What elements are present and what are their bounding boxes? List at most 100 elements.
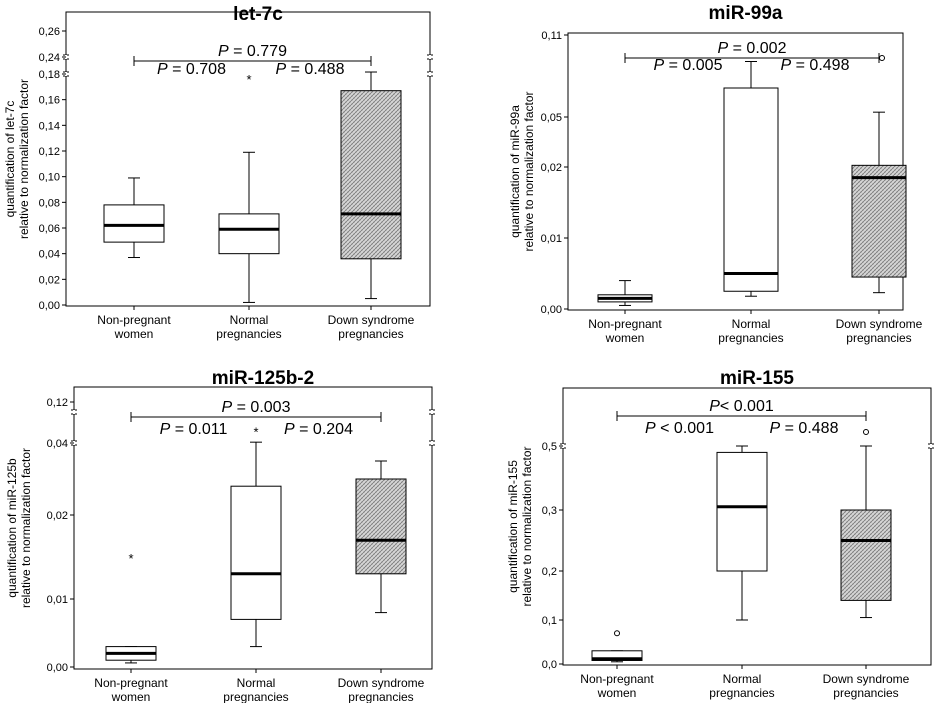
x-tick-label: Normal: [237, 676, 276, 690]
y-tick-label: 0,10: [39, 172, 60, 184]
y-tick-label: 0,04: [47, 438, 68, 450]
p-value-group2-vs-group3: P = 0.488: [770, 420, 839, 437]
y-tick-label: 0,02: [39, 274, 60, 286]
y-tick-label: 0,16: [39, 95, 60, 107]
x-tick-label: pregnancies: [338, 327, 403, 341]
chart-title: miR-99a: [709, 3, 783, 24]
y-tick-label: 0,12: [39, 146, 60, 158]
box-iqr: [355, 478, 407, 575]
y-tick-label: 0,00: [541, 304, 562, 316]
chart-mir-155: miR-155 0,0 0,1 0,2 0,3 0,5 quantification of …: [506, 368, 934, 700]
x-tick-label: Down syndrome: [823, 672, 910, 686]
box-group-3: [840, 445, 892, 619]
box-iqr: [103, 204, 165, 243]
y-tick-label: 0,11: [541, 30, 562, 42]
y-axis-label-line: relative to normalization factor: [520, 446, 534, 606]
box-iqr: [723, 87, 779, 292]
box-iqr: [591, 650, 643, 661]
y-tick-label: 0,02: [47, 510, 68, 522]
y-tick-label: 0,01: [541, 233, 562, 245]
panel-mir-99a: miR-99a 0,00 0,01 0,02 0,05 0,11 quantificatio…: [473, 0, 946, 352]
y-tick-label: 0,01: [47, 594, 68, 606]
x-tick-label: pregnancies: [348, 690, 413, 703]
box-group-2: [230, 441, 282, 648]
y-axis-label-line: quantification of let-7c: [3, 101, 17, 218]
box-iqr: [851, 164, 907, 278]
x-tick-label: pregnancies: [709, 686, 774, 700]
y-tick-label: 0,5: [542, 441, 557, 453]
y-axis-label-line: quantification of miR-99a: [508, 105, 522, 238]
y-tick-label: 0,26: [39, 26, 60, 38]
y-axis-label-line: quantification of miR-125b: [5, 458, 19, 598]
x-tick-label: pregnancies: [833, 686, 898, 700]
y-tick-label: 0,14: [39, 120, 60, 132]
y-tick-label: 0,12: [47, 397, 68, 409]
x-tick-label: Non-pregnant: [580, 672, 654, 686]
p-value-overall: P = 0.003: [222, 399, 291, 416]
p-value-overall: P = 0.002: [718, 40, 787, 57]
p-value-group2-vs-group3: P = 0.204: [284, 421, 353, 438]
box-iqr: [840, 509, 892, 601]
y-axis-label: quantification of let-7c relative to norm…: [3, 79, 31, 239]
p-value-overall: P = 0.779: [218, 43, 287, 60]
chart-title: miR-125b-2: [212, 368, 314, 389]
y-tick-label: 0,06: [39, 223, 60, 235]
x-tick-label: Down syndrome: [836, 317, 923, 331]
y-axis-label-line: quantification of miR-155: [506, 460, 520, 593]
y-axis-label: quantification of miR-99a relative to nor…: [508, 91, 536, 251]
p-value-group1-vs-group2: P = 0.708: [157, 61, 226, 78]
y-tick-label: 0,2: [542, 566, 557, 578]
y-tick-label: 0,04: [39, 249, 60, 261]
outlier-star: *: [128, 551, 133, 566]
y-tick-label: 0,02: [541, 162, 562, 174]
x-tick-label: pregnancies: [846, 331, 911, 345]
x-tick-label: women: [597, 686, 637, 700]
y-axis-label-line: relative to normalization factor: [522, 91, 536, 251]
x-tick-label: Down syndrome: [328, 313, 415, 327]
y-tick-label: 0,3: [542, 505, 557, 517]
y-tick-label: 0,08: [39, 197, 60, 209]
x-tick-label: Normal: [732, 317, 771, 331]
x-tick-label: Non-pregnant: [97, 313, 171, 327]
box-group-1: [105, 646, 157, 664]
x-tick-label: Non-pregnant: [588, 317, 662, 331]
plot-frame: [73, 386, 433, 670]
x-tick-label: Normal: [723, 672, 762, 686]
box-group-1: [597, 280, 653, 306]
outlier-circle: [879, 54, 885, 61]
outlier-circle: [614, 630, 620, 637]
x-tick-label: pregnancies: [223, 690, 288, 703]
box-iqr: [230, 485, 282, 620]
box-group-3: [355, 460, 407, 614]
box-group-2: [723, 61, 779, 297]
x-tick-label: pregnancies: [718, 331, 783, 345]
box-iqr: [340, 90, 402, 260]
x-tick-label: Non-pregnant: [94, 676, 168, 690]
box-group-2: [218, 151, 280, 303]
p-value-group2-vs-group3: P = 0.498: [781, 57, 850, 74]
x-tick-label: pregnancies: [216, 327, 281, 341]
chart-let-7c: let-7c 0,00 0,02 0,04 0,06 0,08 0,10 0,12 0,14 0,…: [3, 4, 433, 341]
chart-mir-125b-2: miR-125b-2 0,00 0,01 0,02 0,04 0,12 quantifica…: [5, 368, 435, 703]
p-value-group1-vs-group2: P = 0.005: [654, 57, 723, 74]
x-tick-label: women: [114, 327, 154, 341]
chart-title: miR-155: [720, 368, 794, 389]
y-tick-label: 0,1: [542, 615, 557, 627]
plot-frame: [65, 11, 431, 307]
box-iqr: [716, 451, 768, 572]
y-axis-label: quantification of miR-155 relative to nor…: [506, 446, 534, 606]
p-value-group2-vs-group3: P = 0.488: [276, 61, 345, 78]
x-tick-label: women: [111, 690, 151, 703]
p-value-group1-vs-group2: P < 0.001: [645, 420, 714, 437]
y-tick-label: 0,05: [541, 112, 562, 124]
chart-mir-99a: miR-99a 0,00 0,01 0,02 0,05 0,11 quantificatio…: [508, 3, 923, 345]
box-group-1: [591, 650, 643, 663]
plot-frame: [562, 387, 932, 666]
box-iqr: [218, 213, 280, 255]
chart-title: let-7c: [233, 4, 283, 25]
y-tick-label: 0,24: [39, 52, 60, 64]
x-tick-label: women: [605, 331, 645, 345]
box-group-3: [851, 111, 907, 294]
box-group-1: [103, 177, 165, 259]
y-axis-label-line: relative to normalization factor: [19, 448, 33, 608]
